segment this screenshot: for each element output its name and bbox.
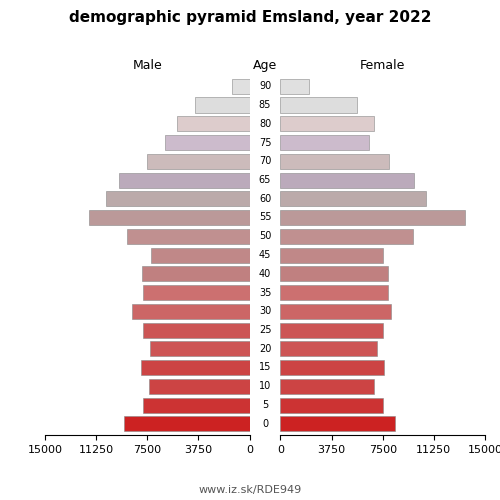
Text: 25: 25 <box>259 325 272 335</box>
Bar <box>152 248 250 262</box>
Text: 75: 75 <box>259 138 272 147</box>
Bar <box>142 266 250 281</box>
Text: 70: 70 <box>259 156 271 166</box>
Text: 5: 5 <box>262 400 268 410</box>
Bar <box>280 248 382 262</box>
Text: 20: 20 <box>259 344 271 354</box>
Bar <box>148 379 250 394</box>
Bar <box>232 78 250 94</box>
Bar <box>280 285 388 300</box>
Bar <box>280 154 390 169</box>
Bar <box>280 322 382 338</box>
Bar <box>143 398 250 412</box>
Bar <box>280 135 369 150</box>
Text: 40: 40 <box>259 269 271 279</box>
Bar <box>127 229 250 244</box>
Title: Male: Male <box>132 60 162 72</box>
Bar <box>118 172 250 188</box>
Bar <box>280 172 414 188</box>
Title: Age: Age <box>253 60 277 72</box>
Bar <box>280 360 384 375</box>
Text: 65: 65 <box>259 175 271 185</box>
Bar <box>124 416 250 431</box>
Bar <box>143 285 250 300</box>
Title: Female: Female <box>360 60 406 72</box>
Text: 55: 55 <box>259 212 272 222</box>
Text: 15: 15 <box>259 362 271 372</box>
Bar <box>280 304 391 319</box>
Bar <box>88 210 250 225</box>
Text: 10: 10 <box>259 381 271 391</box>
Text: 60: 60 <box>259 194 271 204</box>
Text: 85: 85 <box>259 100 271 110</box>
Bar <box>280 210 464 225</box>
Bar <box>280 266 388 281</box>
Bar <box>280 379 374 394</box>
Text: 45: 45 <box>259 250 271 260</box>
Bar <box>106 191 250 206</box>
Bar <box>140 360 250 375</box>
Text: www.iz.sk/RDE949: www.iz.sk/RDE949 <box>198 485 302 495</box>
Text: 35: 35 <box>259 288 271 298</box>
Bar <box>280 191 426 206</box>
Bar <box>280 98 357 112</box>
Bar <box>280 416 395 431</box>
Text: 30: 30 <box>259 306 271 316</box>
Bar <box>280 398 382 412</box>
Text: demographic pyramid Emsland, year 2022: demographic pyramid Emsland, year 2022 <box>69 10 431 25</box>
Bar <box>280 116 374 131</box>
Bar <box>195 98 250 112</box>
Bar <box>148 154 250 169</box>
Text: 0: 0 <box>262 419 268 428</box>
Text: 90: 90 <box>259 81 271 91</box>
Bar <box>143 322 250 338</box>
Bar <box>280 78 309 94</box>
Bar <box>150 341 250 356</box>
Bar <box>178 116 250 131</box>
Text: 50: 50 <box>259 231 271 241</box>
Bar <box>280 229 412 244</box>
Bar <box>132 304 250 319</box>
Text: 80: 80 <box>259 118 271 128</box>
Bar <box>280 341 377 356</box>
Bar <box>165 135 250 150</box>
